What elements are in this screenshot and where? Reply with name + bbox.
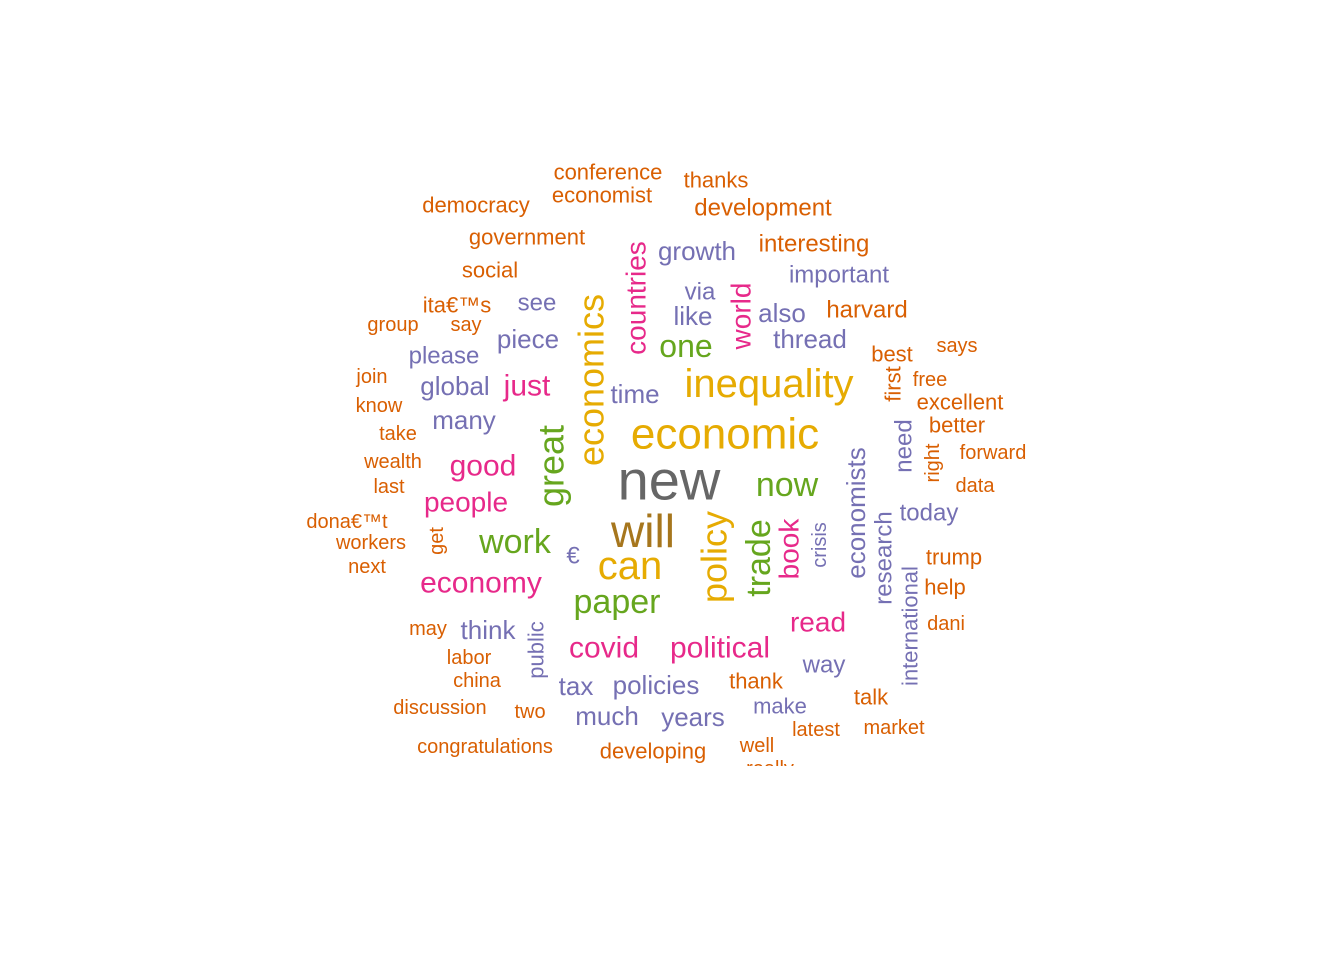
word-21: read [790, 607, 846, 638]
word-11: work [478, 523, 552, 561]
word-16: good [450, 450, 517, 483]
word-26: also [758, 298, 806, 328]
word-37: need [891, 419, 918, 472]
word-8: trade [740, 519, 778, 597]
word-14: world [726, 283, 757, 351]
word-36: research [871, 511, 898, 604]
word-81: help [924, 575, 966, 600]
word-84: labor [447, 647, 492, 669]
word-18: economy [420, 567, 542, 600]
word-57: social [462, 258, 518, 283]
word-91: market [863, 717, 925, 739]
word-65: free [913, 369, 947, 391]
word-34: time [610, 379, 659, 409]
word-10: great [531, 425, 572, 507]
word-89: two [514, 701, 545, 723]
word-30: piece [497, 324, 559, 354]
word-45: much [575, 701, 639, 731]
word-41: think [461, 615, 517, 645]
word-47: make [753, 694, 807, 719]
word-90: latest [792, 719, 840, 741]
word-95: really [746, 758, 794, 780]
word-43: tax [559, 671, 594, 701]
word-25: via [685, 279, 716, 306]
word-69: take [379, 423, 417, 445]
word-50: conference [554, 160, 663, 185]
word-51: economist [552, 183, 652, 208]
word-42: public [524, 621, 549, 678]
word-64: first [881, 366, 906, 401]
word-72: better [929, 413, 985, 438]
word-3: inequality [684, 362, 853, 406]
word-75: data [956, 475, 996, 497]
word-74: forward [960, 442, 1027, 464]
word-4: economics [571, 294, 612, 466]
word-35: economists [841, 447, 871, 579]
word-60: group [367, 314, 418, 336]
word-1: will [610, 505, 675, 557]
word-12: one [659, 328, 712, 364]
word-76: dona€™t [306, 511, 388, 533]
word-66: excellent [917, 390, 1004, 415]
word-77: get [426, 527, 448, 555]
word-33: many [432, 405, 496, 435]
word-9: now [756, 466, 819, 504]
word-15: just [503, 370, 551, 403]
word-67: join [355, 366, 387, 388]
word-78: workers [335, 532, 406, 554]
word-0: new [618, 449, 721, 512]
word-62: best [871, 342, 913, 367]
word-85: china [453, 670, 502, 692]
word-87: talk [854, 685, 889, 710]
word-38: today [900, 500, 959, 527]
word-19: covid [569, 632, 639, 665]
word-58: ita€™s [423, 293, 491, 318]
word-7: paper [574, 583, 661, 621]
word-68: know [356, 395, 403, 417]
word-29: see [518, 290, 557, 317]
word-23: growth [658, 236, 736, 266]
word-27: thread [773, 324, 847, 354]
word-59: say [450, 314, 481, 336]
word-56: interesting [759, 231, 870, 258]
word-40: international [898, 566, 923, 686]
word-93: developing [600, 739, 706, 764]
word-88: discussion [393, 697, 486, 719]
word-20: political [670, 632, 770, 665]
word-94: well [739, 735, 774, 757]
word-49: € [566, 543, 580, 570]
word-54: development [694, 195, 832, 222]
word-71: last [373, 476, 405, 498]
word-32: global [420, 371, 489, 401]
word-63: says [936, 335, 977, 357]
word-5: can [598, 544, 663, 588]
word-82: dani [927, 613, 965, 635]
word-46: years [661, 702, 725, 732]
word-28: important [789, 262, 889, 289]
word-70: wealth [363, 451, 422, 473]
word-24: like [673, 301, 712, 331]
word-73: right [922, 443, 944, 482]
word-17: people [424, 487, 508, 518]
word-92: congratulations [417, 736, 553, 758]
word-80: trump [926, 545, 982, 570]
word-79: next [348, 556, 386, 578]
word-83: may [409, 618, 447, 640]
word-39: crisis [809, 522, 831, 568]
word-6: policy [694, 511, 735, 603]
word-44: policies [613, 670, 700, 700]
word-61: harvard [826, 297, 907, 324]
word-52: thanks [684, 168, 749, 193]
word-48: way [802, 652, 846, 679]
word-55: government [469, 225, 585, 250]
word-13: countries [621, 241, 652, 355]
word-22: book [774, 518, 805, 580]
word-31: please [409, 343, 480, 370]
word-86: thank [729, 669, 784, 694]
word-53: democracy [422, 193, 530, 218]
word-2: economic [631, 410, 819, 459]
